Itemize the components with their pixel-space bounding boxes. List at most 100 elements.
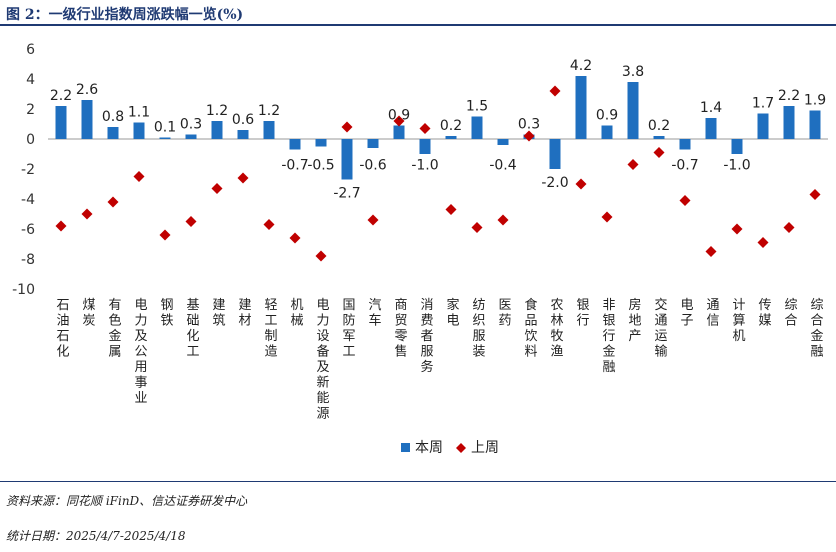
category-label: 电力设备及新能源 [316, 298, 329, 422]
category-label: 非银行金融 [602, 298, 615, 375]
bar-this-week [289, 139, 301, 150]
category-label: 商贸零售 [394, 298, 407, 360]
category-label: 交通运输 [654, 297, 667, 360]
diamond-last-week [367, 214, 379, 226]
y-tick-label: -10 [12, 282, 35, 298]
source-note: 资料来源：同花顺 iFinD、信达证券研发中心 [6, 494, 248, 508]
title-rule [0, 24, 836, 26]
diamond-last-week [341, 121, 353, 133]
category-label: 轻工制造 [264, 298, 277, 360]
bar-this-week [237, 130, 249, 139]
category-label: 综合 [784, 298, 797, 329]
bar-this-week [445, 136, 457, 139]
category-label: 传媒 [758, 298, 771, 329]
diamond-last-week [601, 211, 613, 223]
category-label: 电子 [680, 298, 693, 329]
legend-swatch-last-week [456, 443, 466, 453]
data-label: -0.7 [671, 158, 698, 174]
data-label: 0.3 [518, 117, 540, 133]
category-label: 家电 [446, 297, 459, 329]
category-label: 煤炭 [82, 298, 95, 329]
bar-this-week [705, 118, 717, 139]
category-label: 有色金属 [108, 298, 121, 360]
diamond-last-week [627, 159, 639, 170]
diamond-last-week [497, 214, 509, 226]
data-label: 0.2 [648, 118, 670, 134]
category-label: 纺织服装 [472, 298, 485, 360]
chart-title: 图 2：一级行业指数周涨跌幅一览(%) [6, 7, 244, 23]
legend-swatch-this-week [401, 443, 410, 452]
data-label: 0.9 [388, 108, 410, 124]
data-label: -2.7 [333, 186, 360, 202]
data-label: 2.2 [778, 88, 800, 104]
data-label: 0.3 [180, 117, 202, 133]
bar-this-week [133, 122, 145, 139]
data-label: 2.2 [50, 88, 72, 104]
bar-this-week [783, 106, 795, 139]
y-tick-label: 4 [26, 72, 35, 88]
diamond-last-week [809, 189, 821, 200]
diamond-last-week [679, 195, 691, 206]
data-label: 0.9 [596, 108, 618, 124]
bar-this-week [653, 136, 665, 139]
data-label: -1.0 [411, 158, 438, 174]
diamond-last-week [575, 178, 587, 190]
category-label: 综合金融 [810, 298, 823, 360]
category-label: 建材 [238, 298, 251, 329]
diamond-last-week [419, 123, 431, 134]
category-label: 医药 [498, 298, 511, 329]
diamond-last-week [81, 208, 93, 220]
footer-rule [0, 481, 836, 482]
category-label: 农林牧渔 [550, 298, 563, 360]
data-label: 0.1 [154, 120, 176, 136]
diamond-last-week [705, 246, 717, 257]
bar-this-week [341, 139, 353, 180]
y-tick-label: 0 [26, 132, 35, 148]
diamond-last-week [783, 222, 795, 233]
y-tick-label: 2 [26, 102, 35, 118]
y-tick-label: -2 [21, 162, 35, 178]
diamond-last-week [263, 219, 275, 230]
diamond-last-week [315, 250, 327, 262]
data-label: -0.7 [281, 158, 308, 174]
legend: 本周 上周 [401, 440, 499, 456]
data-label: 1.2 [206, 103, 228, 119]
bars-layer [55, 76, 821, 180]
diamond-last-week [185, 216, 197, 227]
data-label: 1.5 [466, 99, 488, 115]
category-label: 食品饮料 [524, 297, 537, 360]
bar-this-week [627, 82, 639, 139]
category-label: 通信 [706, 298, 719, 329]
data-label: 4.2 [570, 58, 592, 74]
bar-this-week [497, 139, 509, 145]
y-tick-label: 6 [26, 42, 35, 58]
label-layer: 2.2 2.60.8 1.10.1 0.31.20.61.2-0.7-0.5-2.7-… [50, 58, 826, 202]
y-tick-label: -6 [21, 222, 35, 238]
bar-this-week [601, 125, 613, 139]
bar-this-week [549, 139, 561, 169]
data-label: 1.4 [700, 100, 722, 116]
bar-this-week [159, 137, 171, 139]
diamond-last-week [757, 237, 769, 248]
data-label: -0.5 [307, 158, 334, 174]
diamond-last-week [549, 85, 561, 97]
data-label: 1.9 [804, 93, 826, 109]
bar-this-week [679, 139, 691, 150]
data-label: -1.0 [723, 158, 750, 174]
data-label: 0.2 [440, 118, 462, 134]
bar-this-week [185, 134, 197, 139]
diamond-last-week [471, 222, 483, 233]
period-note: 统计日期：2025/4/7-2025/4/18 [6, 529, 186, 543]
bar-this-week [81, 100, 93, 139]
bar-this-week [393, 125, 405, 139]
bar-this-week [107, 127, 119, 139]
data-label: 1.7 [752, 96, 774, 112]
diamond-last-week [731, 223, 743, 235]
diamond-last-week [211, 183, 223, 194]
diamond-last-week [237, 172, 249, 184]
legend-label-this-week: 本周 [415, 440, 443, 456]
diamond-last-week [445, 204, 457, 215]
data-label: -0.4 [489, 158, 516, 174]
bar-this-week [757, 113, 769, 139]
